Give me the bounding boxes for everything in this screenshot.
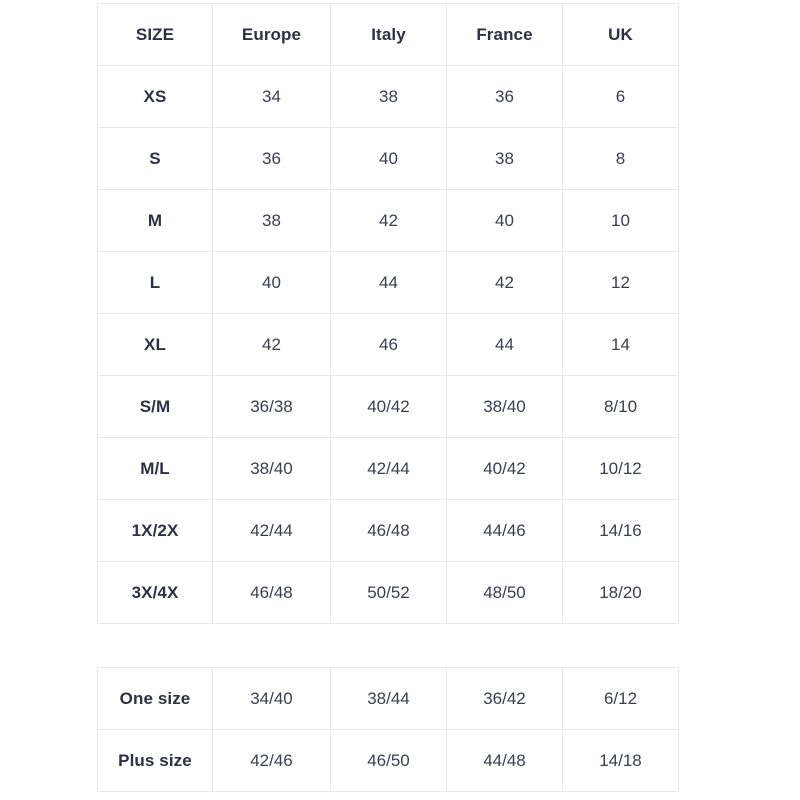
table-row: One size 34/40 38/44 36/42 6/12 [97,667,679,730]
table-row: M/L 38/40 42/44 40/42 10/12 [97,437,679,500]
cell-m-italy: 42 [330,189,447,252]
table-row: L 40 44 42 12 [97,251,679,314]
row-label-plus-size: Plus size [97,729,213,792]
cell-m-l-uk: 10/12 [562,437,679,500]
cell-3x-4x-uk: 18/20 [562,561,679,624]
row-label-m-l: M/L [97,437,213,500]
cell-s-uk: 8 [562,127,679,190]
table-row: S/M 36/38 40/42 38/40 8/10 [97,375,679,438]
column-header-size: SIZE [97,3,213,66]
cell-xs-france: 36 [446,65,563,128]
cell-s-m-france: 38/40 [446,375,563,438]
cell-l-uk: 12 [562,251,679,314]
cell-s-m-italy: 40/42 [330,375,447,438]
cell-s-france: 38 [446,127,563,190]
cell-1x-2x-france: 44/46 [446,499,563,562]
column-header-europe: Europe [212,3,331,66]
cell-s-europe: 36 [212,127,331,190]
row-label-l: L [97,251,213,314]
cell-m-l-italy: 42/44 [330,437,447,500]
row-label-3x-4x: 3X/4X [97,561,213,624]
table-body: XS 34 38 36 6 S 36 40 38 8 M 38 42 40 10 [97,65,679,624]
cell-1x-2x-europe: 42/44 [212,499,331,562]
table-row: 3X/4X 46/48 50/52 48/50 18/20 [97,561,679,624]
column-header-france: France [446,3,563,66]
row-label-xl: XL [97,313,213,376]
table-row: 1X/2X 42/44 46/48 44/46 14/16 [97,499,679,562]
cell-m-france: 40 [446,189,563,252]
cell-one-size-uk: 6/12 [562,667,679,730]
cell-m-l-europe: 38/40 [212,437,331,500]
cell-xl-europe: 42 [212,313,331,376]
cell-l-france: 42 [446,251,563,314]
cell-plus-size-europe: 42/46 [212,729,331,792]
table-row: Plus size 42/46 46/50 44/48 14/18 [97,729,679,792]
cell-m-uk: 10 [562,189,679,252]
row-label-s: S [97,127,213,190]
international-size-conversion-table: SIZE Europe Italy France UK XS 34 38 36 … [97,3,679,624]
cell-xs-europe: 34 [212,65,331,128]
one-size-plus-size-table: One size 34/40 38/44 36/42 6/12 Plus siz… [97,667,679,792]
table-header: SIZE Europe Italy France UK [97,3,679,66]
cell-s-m-europe: 36/38 [212,375,331,438]
cell-s-italy: 40 [330,127,447,190]
cell-m-l-france: 40/42 [446,437,563,500]
column-header-italy: Italy [330,3,447,66]
cell-plus-size-italy: 46/50 [330,729,447,792]
cell-one-size-italy: 38/44 [330,667,447,730]
cell-xl-italy: 46 [330,313,447,376]
cell-s-m-uk: 8/10 [562,375,679,438]
cell-xl-uk: 14 [562,313,679,376]
table-row: S 36 40 38 8 [97,127,679,190]
cell-xs-italy: 38 [330,65,447,128]
cell-l-europe: 40 [212,251,331,314]
cell-xl-france: 44 [446,313,563,376]
table-row: XS 34 38 36 6 [97,65,679,128]
cell-1x-2x-italy: 46/48 [330,499,447,562]
cell-one-size-europe: 34/40 [212,667,331,730]
column-header-uk: UK [562,3,679,66]
cell-xs-uk: 6 [562,65,679,128]
table-row: M 38 42 40 10 [97,189,679,252]
row-label-m: M [97,189,213,252]
cell-l-italy: 44 [330,251,447,314]
cell-3x-4x-europe: 46/48 [212,561,331,624]
row-label-1x-2x: 1X/2X [97,499,213,562]
cell-m-europe: 38 [212,189,331,252]
row-label-one-size: One size [97,667,213,730]
table-row: XL 42 46 44 14 [97,313,679,376]
cell-plus-size-uk: 14/18 [562,729,679,792]
table-body: One size 34/40 38/44 36/42 6/12 Plus siz… [97,667,679,792]
cell-3x-4x-italy: 50/52 [330,561,447,624]
cell-one-size-france: 36/42 [446,667,563,730]
row-label-xs: XS [97,65,213,128]
table-header-row: SIZE Europe Italy France UK [97,3,679,66]
cell-1x-2x-uk: 14/16 [562,499,679,562]
cell-plus-size-france: 44/48 [446,729,563,792]
cell-3x-4x-france: 48/50 [446,561,563,624]
row-label-s-m: S/M [97,375,213,438]
